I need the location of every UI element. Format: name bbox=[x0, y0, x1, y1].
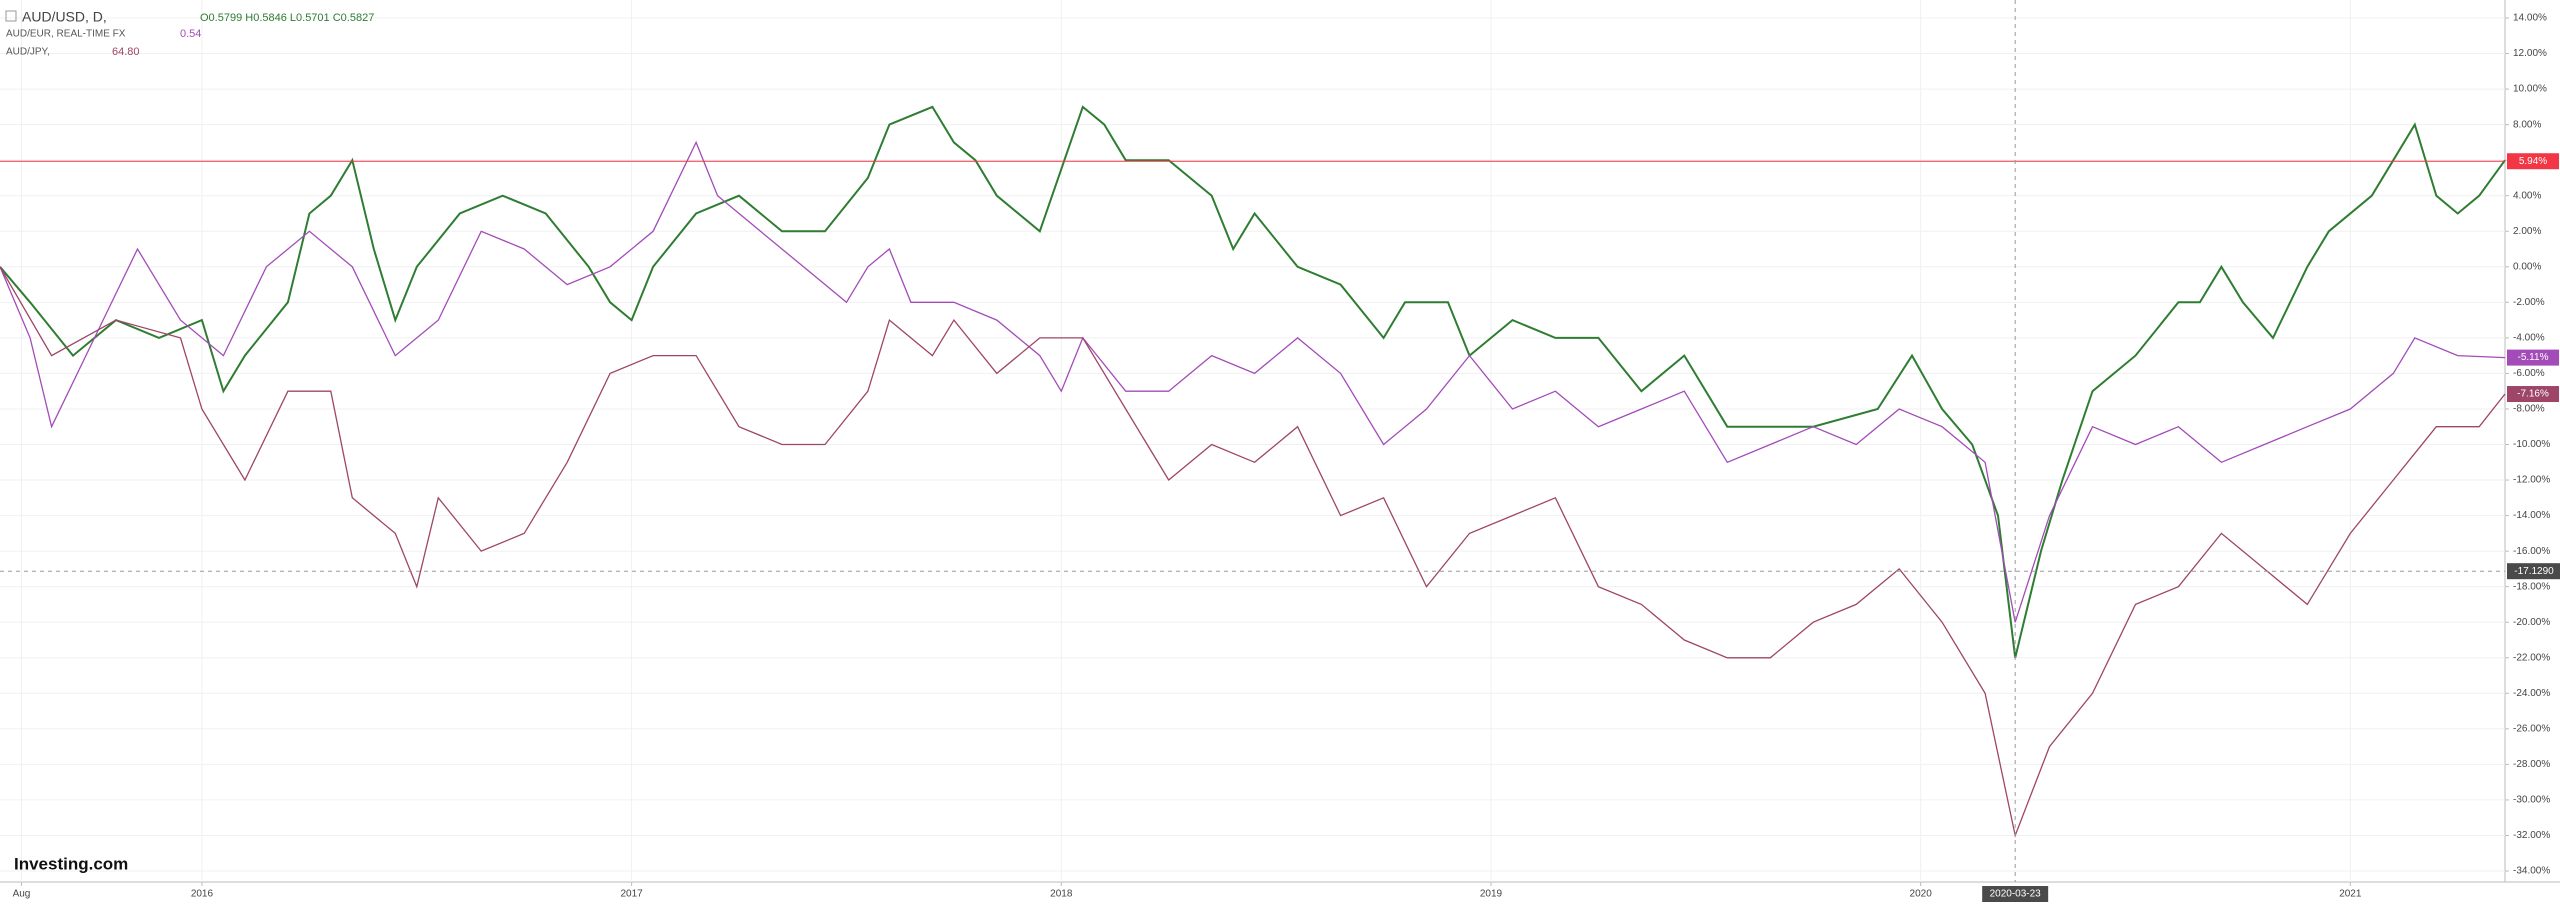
alert-label: 5.94% bbox=[2519, 156, 2547, 167]
y-tick-label: -34.00% bbox=[2513, 866, 2550, 877]
crosshair-y-label-bg bbox=[2507, 563, 2560, 580]
x-tick-label: 2016 bbox=[191, 889, 214, 900]
last-value-bg bbox=[2507, 349, 2559, 366]
overlay: AUD/USD, D, O0.5799 H0.5846 L0.5701 C0.5… bbox=[5, 9, 374, 873]
symbol: AUD/USD, D, bbox=[22, 9, 107, 25]
y-tick-label: -32.00% bbox=[2513, 830, 2550, 841]
y-tick-label: 8.00% bbox=[2513, 119, 2541, 130]
y-tick-label: -12.00% bbox=[2513, 475, 2550, 486]
alert-label-bg bbox=[2507, 153, 2559, 170]
x-tick-label: Aug bbox=[13, 889, 31, 900]
y-tick-label: 10.00% bbox=[2513, 84, 2547, 95]
last-value-label: -5.11% bbox=[2518, 352, 2549, 363]
y-tick-label: 2.00% bbox=[2513, 226, 2541, 237]
crosshair-x-label: 2020-03-23 bbox=[1990, 889, 2042, 900]
x-tick-label: 2020 bbox=[1910, 889, 1933, 900]
y-tick-label: 12.00% bbox=[2513, 48, 2547, 59]
series-line bbox=[0, 105, 2506, 659]
ohlc: O0.5799 H0.5846 L0.5701 C0.5827 bbox=[200, 12, 374, 24]
compare-1: AUD/EUR, REAL-TIME FX bbox=[6, 29, 126, 40]
crosshair-x-label-bg bbox=[1982, 886, 2049, 902]
y-tick-label: -4.00% bbox=[2513, 333, 2545, 344]
series-line bbox=[0, 140, 2506, 623]
y-tick-label: -16.00% bbox=[2513, 546, 2550, 557]
series-line bbox=[0, 266, 2506, 838]
y-tick-label: -14.00% bbox=[2513, 510, 2550, 521]
compare-1-value: 0.54 bbox=[180, 28, 201, 40]
x-tick-label: 2019 bbox=[1480, 889, 1503, 900]
compare-2-value: 64.80 bbox=[112, 46, 140, 58]
y-tick-label: -10.00% bbox=[2513, 439, 2550, 450]
y-tick-label: -6.00% bbox=[2513, 368, 2545, 379]
y-tick-label: -2.00% bbox=[2513, 297, 2545, 308]
y-tick-label: 14.00% bbox=[2513, 13, 2547, 24]
y-tick-label: 0.00% bbox=[2513, 261, 2541, 272]
watermark: Investing.com bbox=[14, 854, 128, 873]
collapse-icon[interactable] bbox=[5, 10, 17, 22]
x-tick-label: 2017 bbox=[620, 889, 643, 900]
x-tick-label: 2018 bbox=[1050, 889, 1073, 900]
y-tick-label: -8.00% bbox=[2513, 404, 2545, 415]
compare-2: AUD/JPY, bbox=[6, 47, 50, 58]
last-value-bg bbox=[2507, 386, 2559, 403]
x-tick-label: 2021 bbox=[2339, 889, 2362, 900]
y-tick-label: 4.00% bbox=[2513, 190, 2541, 201]
crosshair-y-label: -17.1290 bbox=[2514, 566, 2554, 577]
y-tick-label: -26.00% bbox=[2513, 723, 2550, 734]
last-value-label: -7.16% bbox=[2517, 389, 2549, 400]
y-tick-label: -18.00% bbox=[2513, 581, 2550, 592]
y-tick-label: -30.00% bbox=[2513, 795, 2550, 806]
y-tick-label: -20.00% bbox=[2513, 617, 2550, 628]
y-tick-label: -28.00% bbox=[2513, 759, 2550, 770]
y-tick-label: -22.00% bbox=[2513, 652, 2550, 663]
y-tick-label: -24.00% bbox=[2513, 688, 2550, 699]
